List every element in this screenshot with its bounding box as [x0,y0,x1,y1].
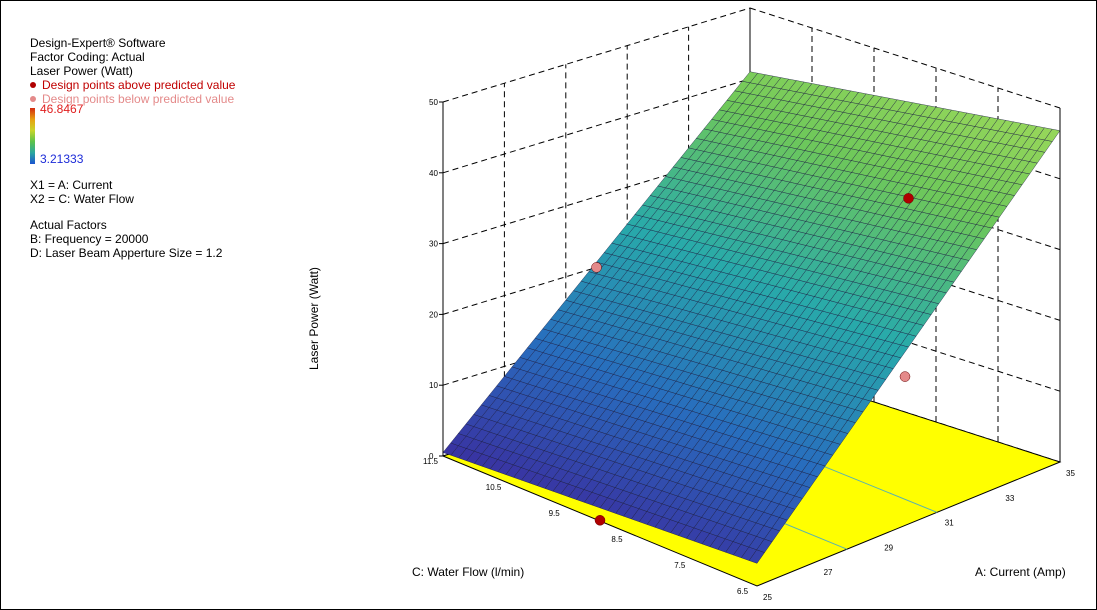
gridline-back-right [749,7,1061,109]
design-points [591,193,914,526]
software-name: Design-Expert® Software [30,36,166,50]
factor-aperture: D: Laser Beam Apperture Size = 1.2 [30,246,223,260]
surface-cell [1044,128,1061,142]
water-tick-label: 10.5 [486,483,502,492]
water-tick-label: 8.5 [611,535,623,544]
z-tick-label: 30 [429,240,438,249]
current-tick-label: 33 [1005,494,1014,503]
water-tick-label: 11.5 [423,457,439,466]
response-name: Laser Power (Watt) [30,64,133,78]
z-tick-label: 50 [429,98,438,107]
current-tick-label: 35 [1066,469,1075,478]
below-label: Design points below predicted value [42,92,235,106]
water-tick-label: 9.5 [549,509,561,518]
factor-coding: Factor Coding: Actual [30,50,145,64]
z-tick-label: 10 [429,381,438,390]
design-point-below [899,371,911,382]
color-scale: 46.8467 3.21333 [30,102,235,166]
z-tick-label: 0 [429,452,434,461]
response-surface [442,71,1061,564]
design-point-above [903,193,914,204]
z-axis-label: Laser Power (Watt) [307,267,321,370]
water-tick-label: 6.5 [737,587,749,596]
design-point-above [594,515,606,526]
legend-below: Design points below predicted value [30,92,235,106]
color-max: 46.8467 [40,102,84,116]
current-tick-label: 31 [945,519,954,528]
factor-frequency: B: Frequency = 20000 [30,232,149,246]
z-tick-label: 40 [429,169,438,178]
above-point-icon [30,82,36,88]
current-tick-label: 29 [884,543,893,552]
axis-ticks: 0 10 20 30 40 50 6.5 7.5 8.5 9.5 10.5 11.5 25 27 29 31 3… [423,98,1075,602]
legend-above: Design points above predicted value [30,78,235,92]
color-min: 3.21333 [40,152,84,166]
water-flow-axis-label: C: Water Flow (l/min) [412,565,524,579]
gridline-back-left [442,149,751,245]
gridline-back-left [442,78,751,174]
x2-def: X2 = C: Water Flow [30,192,134,206]
color-bar [30,108,35,164]
current-tick-label: 25 [763,593,772,602]
current-axis-label: A: Current (Amp) [975,565,1066,579]
above-label: Design points above predicted value [42,78,236,92]
below-point-icon [30,96,36,102]
gridline-back-left [442,7,751,103]
design-point-below [591,262,602,273]
legend-panel: Design-Expert® Software Factor Coding: A… [30,36,235,260]
z-tick-label: 20 [429,310,438,319]
current-tick-label: 27 [824,568,833,577]
x1-def: X1 = A: Current [30,178,113,192]
actual-factors-title: Actual Factors [30,218,107,232]
water-tick-label: 7.5 [674,561,686,570]
